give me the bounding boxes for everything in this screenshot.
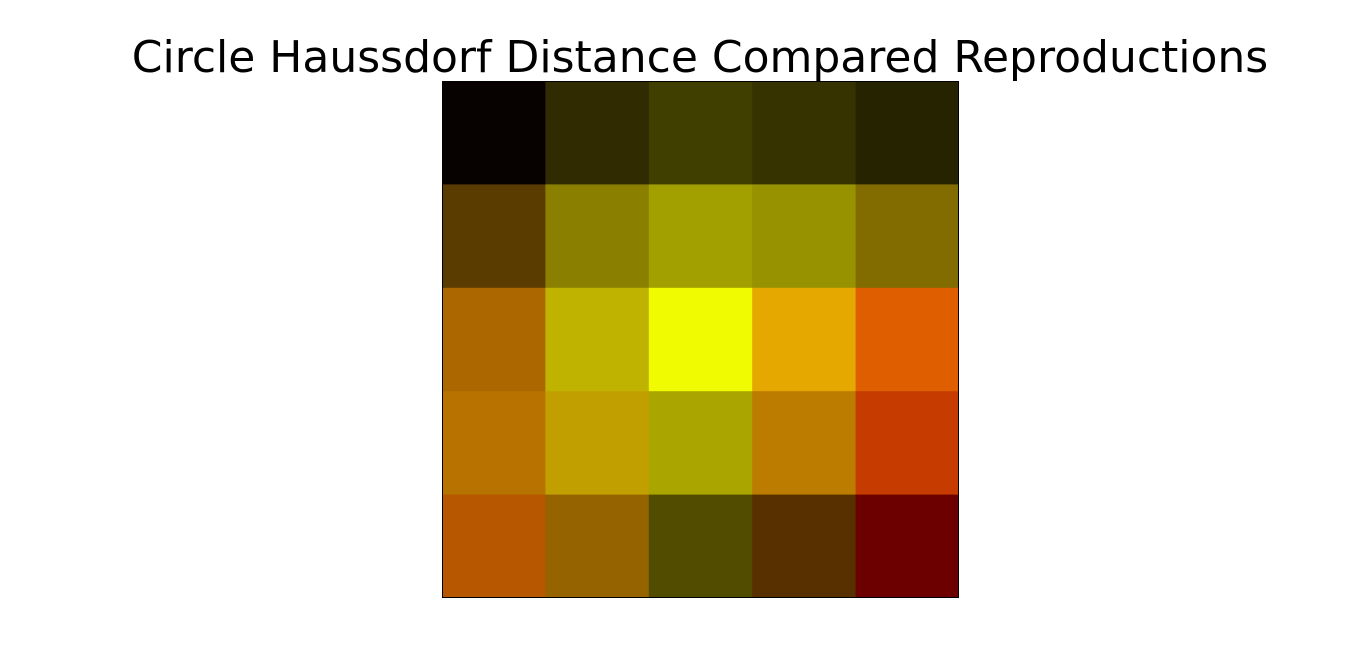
heatmap-cell-r3-c2: [648, 391, 753, 496]
heatmap-cell-r4-c4: [855, 494, 959, 598]
heatmap-cells: [442, 81, 959, 598]
heatmap-cell-r3-c4: [855, 391, 959, 496]
heatmap-cell-r1-c0: [442, 184, 546, 289]
heatmap-cell-r4-c3: [752, 494, 857, 598]
heatmap-cell-r1-c2: [648, 184, 753, 289]
heatmap-cell-r1-c4: [855, 184, 959, 289]
heatmap-cell-r4-c2: [648, 494, 753, 598]
heatmap-cell-r2-c1: [545, 287, 650, 392]
heatmap-cell-r4-c0: [442, 494, 546, 598]
heatmap-cell-r0-c1: [545, 81, 650, 185]
heatmap-cell-r0-c4: [855, 81, 959, 185]
heatmap-cell-r3-c1: [545, 391, 650, 496]
heatmap-cell-r4-c1: [545, 494, 650, 598]
heatmap-cell-r0-c3: [752, 81, 857, 185]
heatmap-cell-r0-c2: [648, 81, 753, 185]
heatmap-cell-r1-c3: [752, 184, 857, 289]
heatmap-cell-r3-c3: [752, 391, 857, 496]
heatmap-cell-r0-c0: [442, 81, 546, 185]
heatmap-cell-r2-c2: [648, 287, 753, 392]
heatmap-border: [442, 81, 959, 598]
chart-title: Circle Haussdorf Distance Compared Repro…: [131, 32, 1269, 83]
heatmap: [442, 81, 959, 598]
heatmap-cell-r2-c0: [442, 287, 546, 392]
heatmap-cell-r2-c3: [752, 287, 857, 392]
heatmap-cell-r2-c4: [855, 287, 959, 392]
heatmap-cell-r3-c0: [442, 391, 546, 496]
heatmap-cell-r1-c1: [545, 184, 650, 289]
